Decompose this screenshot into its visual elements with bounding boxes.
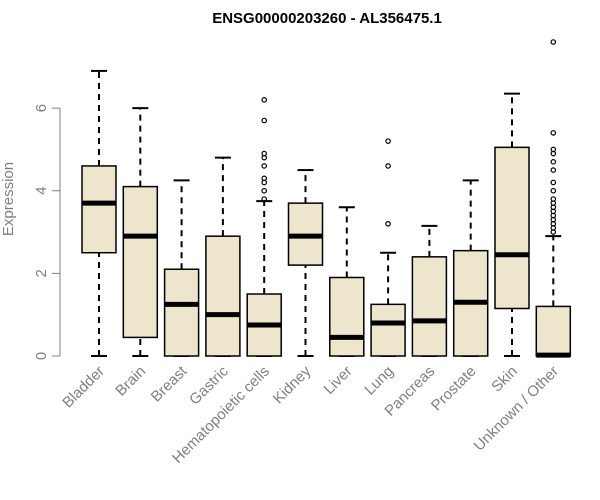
outlier-point [385,163,391,169]
box-brain [122,107,159,357]
outlier-point [550,179,557,186]
outlier-point [550,187,557,194]
x-tick-label: Kidney [270,362,315,407]
outlier-point [261,97,268,103]
iqr-box [411,256,448,357]
outlier-point [550,159,557,165]
iqr-box [163,268,200,357]
x-tick-label: Breast [148,362,191,405]
iqr-box [205,235,241,357]
outlier-point [261,117,268,124]
y-tick-label: 2 [33,269,50,277]
box-prostate [452,179,489,357]
box-unknown-other [535,39,572,358]
x-tick-label: Liver [321,363,356,398]
outlier-point [550,146,557,153]
iqr-box [122,185,159,339]
box-kidney [287,169,324,357]
x-tick-label: Prostate [428,363,480,415]
outlier-point [261,187,268,194]
iqr-box [370,303,406,357]
outlier-point [261,196,268,202]
box-gastric [205,156,241,357]
outlier-point [550,130,557,136]
boxes [81,39,572,358]
x-tick-label: Skin [488,363,521,396]
box-lung [370,138,406,357]
box-pancreas [411,224,448,357]
y-axis: 0 2 4 6 [33,104,61,360]
x-tick-label: Brain [112,363,149,400]
iqr-box [535,305,572,357]
outlier-point [385,220,391,227]
y-tick-label: 4 [33,187,50,195]
outlier-point [261,150,268,157]
outlier-point [261,175,268,182]
y-tick-label: 6 [33,104,50,112]
box-skin [494,92,530,357]
iqr-box [494,146,530,310]
box-breast [163,179,200,357]
box-liver [329,206,365,357]
x-tick-label: Bladder [59,363,108,412]
x-tick-label: Lung [361,363,397,399]
outlier-point [550,167,557,173]
box-hematopoietic-cells [246,97,282,357]
iqr-box [81,165,117,254]
box-bladder [81,69,117,357]
outlier-point [385,138,391,144]
outlier-point [550,196,557,202]
y-tick-label: 0 [33,352,50,360]
iqr-box [329,276,365,357]
outlier-point [261,163,268,169]
y-axis-label: Expression [0,162,17,236]
chart-title: ENSG00000203260 - AL356475.1 [212,10,442,27]
outlier-point [550,39,557,45]
